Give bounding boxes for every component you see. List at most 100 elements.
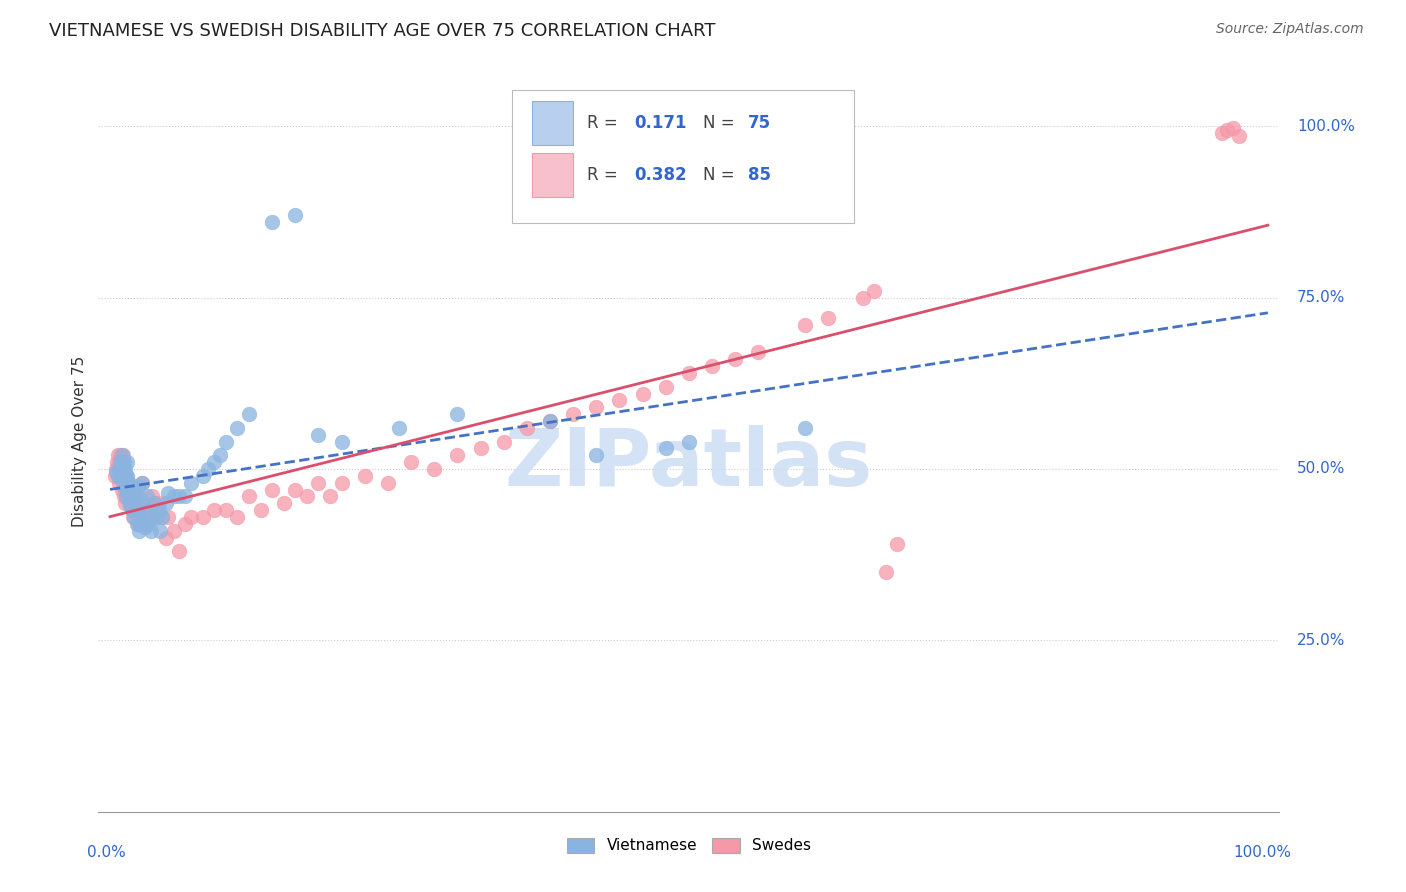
Point [112, 468, 135, 483]
Point [180, 475, 202, 490]
Point [817, 311, 839, 326]
Point [118, 489, 141, 503]
Point [156, 486, 179, 500]
Point [120, 486, 142, 500]
Point [111, 475, 134, 490]
Text: 100.0%: 100.0% [1298, 119, 1355, 134]
Point [446, 448, 468, 462]
Point [110, 483, 132, 497]
Point [863, 284, 886, 298]
Point [120, 500, 142, 514]
Point [115, 489, 138, 503]
Point [631, 386, 654, 401]
Point [110, 455, 132, 469]
Point [108, 455, 131, 469]
Point [117, 475, 139, 490]
Point [127, 516, 149, 531]
Point [273, 496, 295, 510]
Point [150, 510, 173, 524]
Point [104, 462, 127, 476]
Text: 0.171: 0.171 [634, 114, 688, 132]
Point [724, 352, 747, 367]
FancyBboxPatch shape [512, 90, 855, 223]
Point [150, 510, 173, 524]
Point [423, 462, 446, 476]
Point [117, 496, 139, 510]
Point [110, 455, 132, 469]
Point [655, 380, 678, 394]
Point [284, 483, 307, 497]
Point [129, 503, 152, 517]
Point [470, 442, 492, 456]
Point [110, 458, 132, 473]
Point [143, 496, 166, 510]
Point [538, 414, 561, 428]
Text: 0.382: 0.382 [634, 166, 688, 184]
Point [134, 520, 156, 534]
Point [295, 489, 318, 503]
Point [399, 455, 422, 469]
Point [128, 516, 150, 531]
Point [585, 448, 607, 462]
Point [262, 215, 284, 229]
Text: 75.0%: 75.0% [1298, 290, 1346, 305]
Point [747, 345, 769, 359]
Point [121, 496, 143, 510]
Point [174, 489, 197, 503]
Point [110, 448, 132, 462]
Point [120, 496, 142, 510]
Point [516, 421, 538, 435]
Text: N =: N = [703, 166, 740, 184]
Point [1216, 122, 1239, 136]
Point [128, 507, 150, 521]
Point [238, 489, 260, 503]
Point [127, 479, 149, 493]
Point [118, 479, 141, 493]
Point [141, 489, 163, 503]
Point [143, 496, 166, 510]
Point [388, 421, 411, 435]
Point [121, 489, 143, 503]
Point [124, 486, 146, 500]
Point [121, 503, 143, 517]
Point [125, 500, 148, 514]
Point [155, 496, 177, 510]
Point [131, 475, 153, 490]
Point [886, 537, 908, 551]
Text: 0.0%: 0.0% [87, 845, 125, 860]
Point [114, 462, 136, 476]
Point [122, 510, 145, 524]
Point [249, 503, 271, 517]
Point [492, 434, 515, 449]
Text: R =: R = [588, 114, 623, 132]
Point [226, 421, 249, 435]
Point [215, 434, 238, 449]
Point [112, 489, 135, 503]
Point [562, 407, 585, 421]
Point [122, 503, 145, 517]
Point [284, 208, 307, 222]
Point [700, 359, 723, 373]
Point [124, 510, 146, 524]
Point [262, 483, 284, 497]
Point [156, 510, 179, 524]
Text: ZIPatlas: ZIPatlas [505, 425, 873, 503]
Point [678, 366, 700, 380]
Point [107, 468, 129, 483]
Point [180, 510, 202, 524]
Point [129, 492, 152, 507]
Point [112, 462, 135, 476]
Point [117, 483, 139, 497]
Point [655, 442, 678, 456]
Text: 25.0%: 25.0% [1298, 632, 1346, 648]
Point [111, 455, 134, 469]
Point [110, 468, 132, 483]
Point [131, 475, 153, 490]
Point [208, 448, 231, 462]
Point [238, 407, 260, 421]
Point [148, 496, 170, 510]
Point [112, 455, 135, 469]
Point [145, 510, 167, 524]
Point [1222, 120, 1244, 135]
Point [124, 503, 146, 517]
